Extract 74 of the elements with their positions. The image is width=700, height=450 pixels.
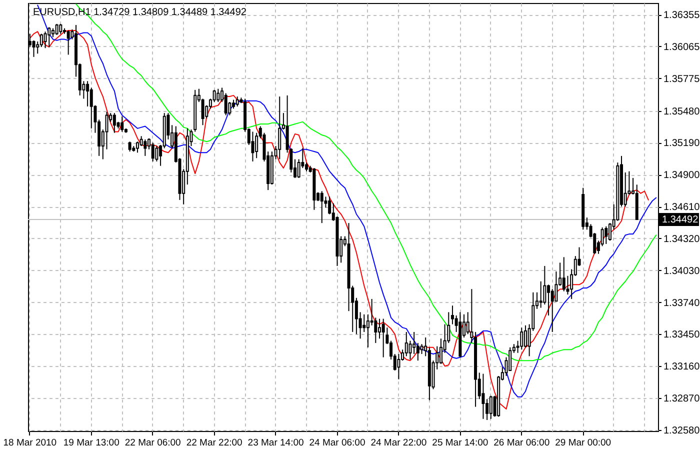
candlestick — [489, 395, 492, 420]
candlestick — [44, 31, 47, 49]
candlestick — [236, 96, 239, 107]
candlestick — [278, 96, 282, 160]
y-tick-label: 1.33160 — [664, 362, 700, 373]
candlestick — [416, 342, 420, 362]
candlestick — [482, 373, 485, 420]
candlestick — [362, 314, 366, 332]
candlestick — [32, 40, 36, 58]
candlestick — [547, 284, 550, 316]
candlestick — [90, 87, 93, 129]
candlestick — [520, 327, 524, 350]
candlestick — [600, 226, 604, 247]
y-tick-label: 1.35775 — [664, 74, 700, 85]
candlestick — [539, 280, 542, 308]
y-tick-label: 1.34900 — [664, 170, 700, 182]
y-tick-label: 1.33450 — [664, 330, 700, 341]
x-tick-label: 29 Mar 00:00 — [555, 438, 612, 448]
x-tick-label: 25 Mar 14:00 — [432, 438, 488, 448]
candlestick — [144, 138, 147, 156]
x-tick-label: 18 Mar 2010 — [3, 438, 57, 448]
y-tick-label: 1.36065 — [664, 42, 700, 53]
candlestick — [112, 112, 116, 134]
candlestick — [105, 111, 108, 150]
candlestick — [48, 26, 51, 48]
candlestick — [216, 88, 220, 103]
candlestick — [439, 338, 442, 364]
candlestick — [151, 142, 154, 162]
y-tick-label: 1.33740 — [664, 298, 700, 309]
candlestick — [450, 305, 454, 325]
candlestick — [562, 256, 566, 292]
candlestick — [255, 132, 258, 159]
y-tick-label: 1.35190 — [664, 138, 700, 150]
y-tick-label: 1.34610 — [664, 202, 700, 214]
candlestick — [320, 190, 324, 224]
x-tick-label: 19 Mar 13:00 — [63, 438, 120, 448]
candlestick — [608, 222, 612, 242]
candlestick — [397, 353, 400, 380]
candlestick — [66, 30, 70, 56]
x-tick-label: 22 Mar 06:00 — [124, 438, 181, 448]
candlestick — [224, 92, 228, 116]
candlestick — [40, 33, 43, 48]
x-tick-label: 26 Mar 06:00 — [494, 438, 550, 448]
candlestick — [212, 89, 216, 103]
candlestick — [55, 23, 58, 36]
candlestick — [251, 131, 254, 162]
candlestick — [524, 324, 527, 348]
x-tick-label: 22 Mar 22:00 — [186, 438, 242, 448]
candlestick — [412, 331, 416, 354]
candlestick — [404, 331, 408, 357]
candlestick — [136, 141, 139, 154]
y-tick-label: 1.34030 — [664, 266, 700, 277]
candlestick — [382, 318, 385, 358]
candlestick — [378, 318, 381, 340]
y-tick-label: 1.34320 — [664, 234, 700, 245]
y-tick-label: 1.35480 — [664, 106, 700, 118]
candlestick — [86, 80, 90, 107]
x-tick-label: 23 Mar 14:00 — [248, 438, 304, 448]
candlestick — [201, 98, 204, 126]
x-tick-label: 24 Mar 22:00 — [370, 438, 427, 448]
candlestick — [155, 146, 158, 162]
candlestick — [408, 340, 412, 360]
y-tick-label: 1.36355 — [664, 10, 700, 22]
y-tick-label: 1.32870 — [664, 393, 700, 404]
candlestick — [128, 141, 132, 152]
candlestick — [543, 265, 546, 305]
candlestick — [59, 23, 62, 34]
candlestick — [366, 314, 370, 348]
y-tick-label: 1.32580 — [664, 425, 700, 436]
candlestick — [420, 344, 424, 354]
ref-line-label: 1.34492 — [662, 214, 699, 226]
candlestick — [120, 116, 124, 132]
x-tick-label: 24 Mar 06:00 — [309, 438, 366, 448]
candlestick — [604, 226, 608, 244]
